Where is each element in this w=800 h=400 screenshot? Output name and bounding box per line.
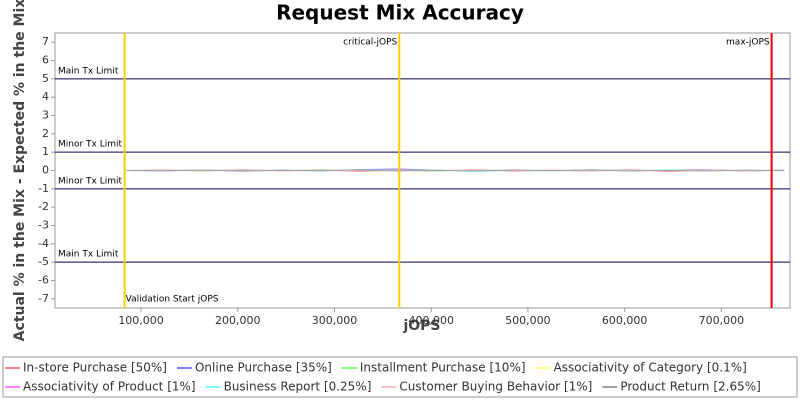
legend-label: Installment Purchase [10%] <box>360 361 526 375</box>
y-tick-label: 1 <box>42 145 49 158</box>
y-tick-label: 4 <box>42 90 49 103</box>
y-tick-label: 7 <box>42 35 49 48</box>
y-tick-label: 0 <box>42 164 49 177</box>
x-tick-label: 200,000 <box>215 314 261 327</box>
legend-label: Online Purchase [35%] <box>195 361 332 375</box>
x-tick-label: 700,000 <box>699 314 745 327</box>
y-tick-label: -6 <box>38 274 49 287</box>
series-line <box>126 169 785 172</box>
chart-title: Request Mix Accuracy <box>276 1 524 25</box>
legend <box>2 356 798 398</box>
x-tick-label: 500,000 <box>505 314 551 327</box>
y-tick-label: 2 <box>42 127 49 140</box>
legend-label: Associativity of Product [1%] <box>23 380 196 394</box>
legend-label: Business Report [0.25%] <box>224 380 372 394</box>
y-tick-label: 5 <box>42 72 49 85</box>
marker-label: Validation Start jOPS <box>126 295 219 305</box>
y-tick-label: 3 <box>42 109 49 122</box>
x-tick-label: 400,000 <box>408 314 454 327</box>
y-tick-label: -7 <box>38 292 49 305</box>
legend-label: Customer Buying Behavior [1%] <box>399 380 592 394</box>
marker-label: max-jOPS <box>726 38 770 48</box>
y-axis-label: Actual % in the Mix - Expected % in the … <box>12 0 28 341</box>
y-tick-label: -1 <box>38 182 49 195</box>
marker-label: critical-jOPS <box>343 38 397 48</box>
x-tick-label: 600,000 <box>602 314 648 327</box>
limit-label: Minor Tx Limit <box>58 176 123 186</box>
y-tick-label: -2 <box>38 200 49 213</box>
x-tick-label: 100,000 <box>118 314 164 327</box>
x-axis-label: jOPS <box>402 318 440 334</box>
y-tick-label: -4 <box>38 237 49 250</box>
legend-label: In-store Purchase [50%] <box>23 361 167 375</box>
legend-label: Product Return [2.65%] <box>620 380 761 394</box>
y-tick-label: 6 <box>42 54 49 67</box>
legend-label: Associativity of Category [0.1%] <box>554 361 747 375</box>
limit-label: Main Tx Limit <box>58 250 119 260</box>
limit-label: Minor Tx Limit <box>58 140 123 150</box>
x-tick-label: 300,000 <box>312 314 358 327</box>
y-tick-label: -3 <box>38 219 49 232</box>
limit-label: Main Tx Limit <box>58 66 119 76</box>
y-tick-label: -5 <box>38 255 49 268</box>
